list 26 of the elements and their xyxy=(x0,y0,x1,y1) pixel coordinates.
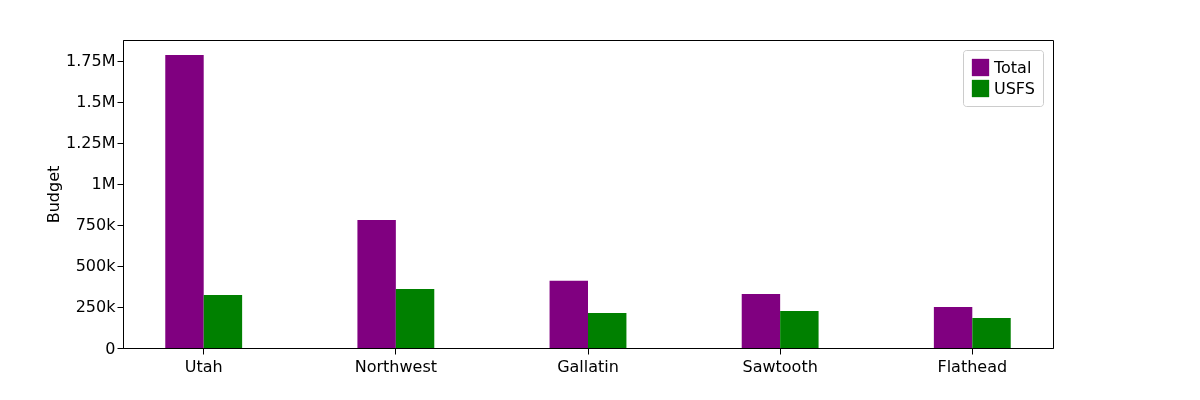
x-tick-label: Northwest xyxy=(354,356,437,376)
x-tick-label: Gallatin xyxy=(557,356,619,376)
bar xyxy=(588,313,627,348)
bar xyxy=(741,293,781,348)
y-tick-label: 250k xyxy=(75,297,117,317)
y-tick-label: 1.5M xyxy=(76,92,116,112)
legend-label: Total xyxy=(993,57,1032,77)
y-tick-label: 750k xyxy=(75,215,117,235)
y-tick-label: 1.75M xyxy=(66,51,116,71)
y-axis-title: Budget xyxy=(44,165,64,224)
bar xyxy=(549,280,588,348)
bar xyxy=(395,288,435,348)
x-tick-label: Sawtooth xyxy=(742,356,818,376)
y-tick-label: 500k xyxy=(75,256,117,276)
bar xyxy=(203,295,243,348)
bar xyxy=(357,220,396,348)
bar xyxy=(165,55,204,348)
y-tick-label: 1M xyxy=(91,174,116,194)
y-tick-label: 0 xyxy=(105,338,116,358)
x-tick-label: Flathead xyxy=(937,356,1008,376)
y-tick-label: 1.25M xyxy=(66,133,116,153)
legend-label: USFS xyxy=(994,78,1035,98)
x-tick-label: Utah xyxy=(184,356,223,376)
bar xyxy=(972,317,1011,348)
bar xyxy=(780,310,819,348)
bar xyxy=(933,307,973,348)
